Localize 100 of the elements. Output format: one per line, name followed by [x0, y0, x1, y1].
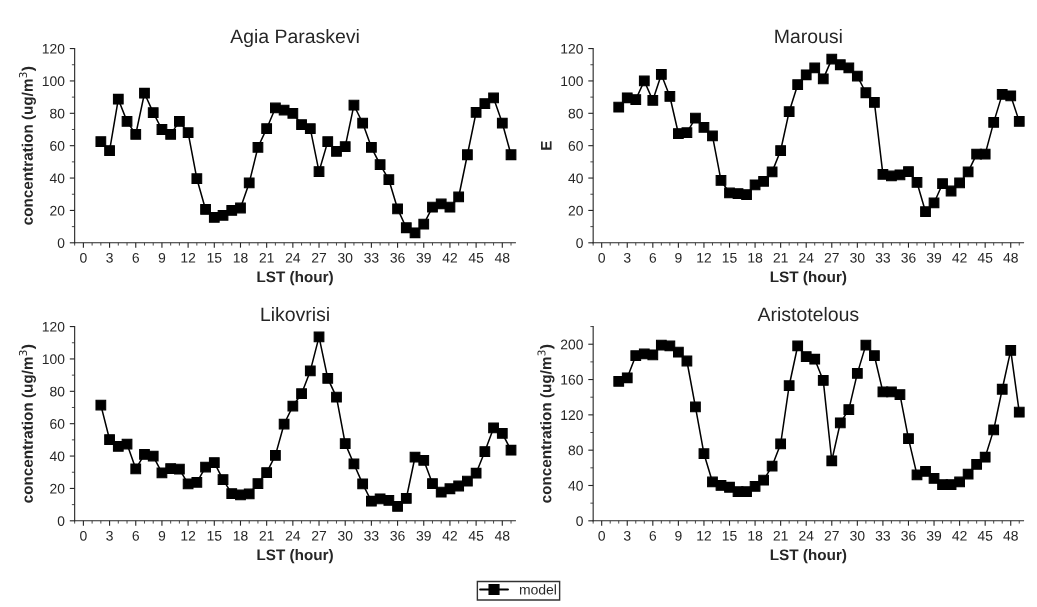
x-axis-title: LST (hour) [257, 549, 333, 564]
point [1005, 90, 1017, 102]
point [104, 145, 115, 156]
x-tick-label: 24 [799, 252, 814, 263]
x-tick-label: 12 [181, 252, 196, 263]
point [962, 468, 974, 480]
y-tick-label: 20 [568, 205, 583, 216]
x-tick-label: 27 [824, 252, 839, 263]
point [208, 212, 220, 223]
point [809, 62, 821, 74]
point [366, 495, 377, 507]
y-axis-title: concentration (ug/m$^{3}$) [537, 344, 555, 503]
point [261, 467, 273, 478]
point [920, 206, 931, 218]
y-tick-label: 80 [568, 445, 583, 456]
y-tick-label: 40 [568, 480, 583, 491]
x-tick-label: 36 [390, 252, 405, 263]
point [243, 177, 255, 189]
x-tick-label: 39 [926, 530, 942, 541]
point [139, 87, 150, 99]
y-tick-label: 120 [42, 43, 65, 54]
x-tick-label: 48 [494, 530, 510, 541]
point [261, 123, 273, 135]
point [869, 97, 880, 108]
point [869, 350, 880, 362]
point [383, 495, 395, 506]
point [112, 440, 124, 452]
point [655, 69, 667, 80]
point [979, 148, 991, 160]
point [479, 446, 491, 457]
x-tick-label: 33 [875, 530, 891, 541]
x-tick-label: 0 [598, 530, 606, 541]
point [894, 389, 906, 400]
x-tick-label: 48 [1003, 252, 1018, 263]
x-tick-label: 18 [233, 530, 248, 541]
y-axis-title: concentration (ug/m$^{3}$) [18, 344, 36, 503]
point [698, 122, 710, 133]
x-tick-label: 30 [850, 530, 865, 541]
point [766, 460, 778, 472]
point [707, 130, 718, 142]
point [130, 128, 142, 140]
point [357, 117, 369, 129]
y-tick-label: 160 [561, 374, 583, 385]
y-tick-label: 120 [42, 321, 65, 332]
point [843, 404, 855, 415]
point [988, 424, 1000, 436]
point [920, 465, 931, 477]
x-tick-label: 42 [952, 252, 967, 263]
point [243, 488, 255, 500]
point [435, 486, 447, 498]
x-tick-label: 21 [259, 252, 274, 263]
point [860, 87, 872, 99]
point [690, 112, 701, 124]
point [139, 449, 150, 460]
x-tick-label: 12 [697, 252, 711, 263]
point [488, 92, 499, 104]
point [409, 227, 421, 239]
point [775, 438, 787, 450]
x-tick-label: 27 [312, 530, 327, 541]
y-tick-label: 80 [568, 108, 583, 119]
point [826, 455, 838, 467]
point [979, 451, 991, 463]
point [783, 380, 795, 392]
x-tick-label: 27 [312, 252, 327, 263]
point [996, 383, 1008, 395]
x-tick-label: 27 [824, 530, 839, 541]
x-tick-label: 48 [1003, 530, 1018, 541]
x-tick-label: 45 [468, 531, 484, 541]
y-tick-label: 20 [50, 205, 65, 216]
point [937, 178, 948, 190]
point [630, 94, 642, 105]
point [792, 340, 804, 352]
point [331, 145, 342, 157]
x-tick-label: 30 [338, 252, 353, 263]
x-tick-label: 0 [80, 252, 87, 263]
point [95, 136, 107, 148]
x-tick-label: 45 [977, 253, 993, 263]
x-tick-label: 12 [181, 530, 196, 541]
point [287, 400, 299, 412]
point [121, 116, 133, 127]
point [843, 62, 855, 74]
x-tick-label: 6 [649, 530, 657, 541]
point [758, 474, 769, 486]
x-tick-label: 9 [158, 530, 166, 541]
point [217, 474, 229, 485]
y-tick-label: 40 [49, 173, 65, 184]
x-tick-label: 48 [494, 252, 510, 263]
point [496, 428, 508, 439]
y-axis-title: E [541, 141, 552, 150]
point [296, 388, 307, 400]
point [453, 191, 465, 203]
y-tick-label: 60 [50, 141, 65, 151]
point [851, 367, 863, 379]
x-tick-label: 30 [850, 252, 865, 263]
x-tick-label: 36 [390, 530, 405, 541]
x-axis-title: LST (hour) [770, 549, 847, 564]
point [130, 463, 142, 475]
x-tick-label: 21 [773, 252, 788, 263]
x-tick-label: 21 [259, 530, 274, 541]
point [621, 372, 633, 384]
